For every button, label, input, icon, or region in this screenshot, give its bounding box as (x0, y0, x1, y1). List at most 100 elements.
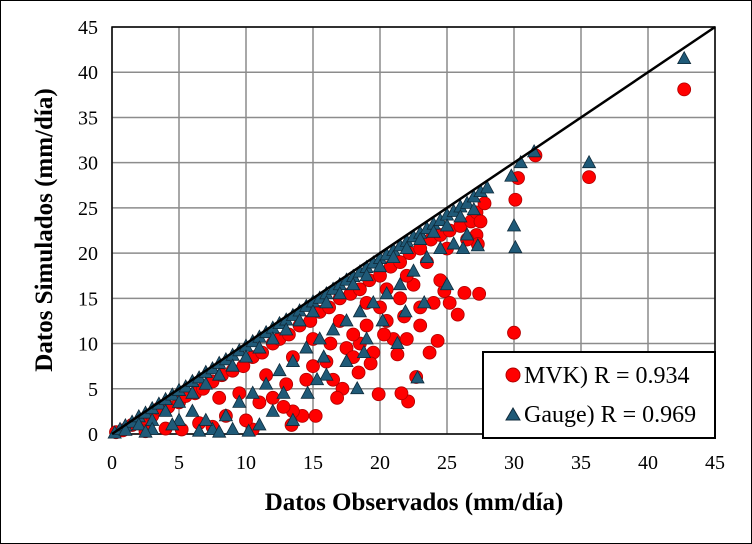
y-tick-label: 30 (78, 153, 98, 175)
data-point-gauge (258, 376, 274, 390)
data-point-gauge (171, 412, 187, 426)
data-point-gauge (392, 276, 408, 291)
x-tick-label: 0 (107, 452, 117, 474)
data-point-gauge (316, 349, 331, 363)
data-point-gauge (232, 394, 247, 408)
x-tick-label: 20 (370, 452, 390, 474)
data-point-gauge (375, 313, 390, 327)
data-point-gauge (198, 376, 213, 390)
data-point-gauge (386, 249, 401, 264)
data-point-gauge (359, 331, 374, 345)
y-axis-ticks: 0 5 10 15 20 25 30 35 40 45 (78, 17, 98, 446)
x-axis-ticks: 0 5 10 15 20 25 30 35 40 45 (107, 452, 725, 474)
data-point-gauge (285, 353, 301, 368)
data-point-gauge (138, 424, 153, 438)
y-tick-label: 0 (88, 424, 98, 446)
data-point-gauge (581, 154, 597, 169)
data-point-gauge (433, 240, 448, 254)
data-point-gauge (453, 209, 468, 223)
data-point-gauge (158, 403, 173, 417)
data-point-gauge (508, 239, 523, 254)
data-point-gauge (413, 231, 428, 245)
one-to-one-line (111, 25, 716, 436)
data-point-gauge (379, 285, 394, 300)
y-tick-label: 15 (78, 288, 98, 310)
data-point-gauge (319, 295, 334, 309)
data-point-gauge (677, 50, 692, 65)
data-point-mvk (346, 327, 361, 342)
data-point-gauge (299, 340, 314, 354)
data-point-gauge (339, 353, 354, 368)
x-tick-label: 45 (705, 452, 725, 474)
legend-gauge-label: Gauge) R = 0.969 (524, 402, 696, 428)
data-point-gauge (399, 240, 414, 254)
data-point-gauge (455, 240, 471, 254)
data-point-gauge (480, 180, 495, 194)
y-tick-label: 40 (78, 62, 98, 84)
data-point-mvk (399, 332, 414, 346)
data-point-gauge (506, 218, 522, 232)
data-point-gauge (459, 227, 475, 241)
x-tick-label: 5 (174, 452, 184, 474)
data-point-gauge (339, 313, 354, 327)
data-point-gauge (446, 236, 461, 250)
data-point-gauge (325, 322, 341, 336)
data-point-gauge (352, 304, 368, 318)
data-point-gauge (356, 344, 372, 359)
data-point-mvk (582, 170, 596, 185)
x-axis-title: Datos Observados (mm/día) (265, 489, 564, 516)
data-point-gauge (212, 367, 227, 381)
data-point-gauge (426, 224, 441, 238)
data-point-gauge (185, 385, 200, 399)
y-tick-label: 20 (78, 243, 98, 265)
data-point-mvk (422, 345, 437, 360)
legend-mvk-marker (505, 367, 521, 383)
y-tick-label: 10 (78, 334, 98, 356)
y-tick-label: 5 (88, 379, 98, 401)
data-point-gauge (417, 295, 432, 309)
data-point-gauge (504, 168, 519, 182)
data-point-gauge (171, 394, 187, 408)
plot-area (111, 26, 716, 435)
data-point-gauge (292, 313, 307, 327)
data-point-gauge (319, 367, 334, 381)
data-point-gauge (410, 370, 425, 384)
data-point-mvk (450, 307, 465, 322)
x-tick-label: 35 (571, 452, 591, 474)
data-point-gauge (466, 201, 481, 216)
data-point-gauge (252, 340, 267, 354)
legend: MVK) R = 0.934 Gauge) R = 0.969 (482, 351, 716, 439)
data-point-gauge (300, 385, 315, 399)
data-point-gauge (212, 424, 227, 438)
data-point-gauge (118, 422, 133, 436)
data-point-mvk (442, 295, 457, 310)
data-point-gauge (359, 267, 374, 282)
data-point-mvk (363, 356, 378, 371)
data-point-mvk (371, 387, 386, 402)
data-point-mvk (430, 333, 445, 348)
data-point-mvk (413, 318, 428, 333)
y-tick-label: 45 (78, 17, 98, 39)
data-point-mvk (279, 377, 294, 392)
data-point-mvk (477, 196, 492, 211)
data-point-mvk (508, 192, 523, 207)
data-point-gauge (225, 358, 240, 372)
x-tick-label: 10 (236, 452, 256, 474)
data-point-mvk (377, 327, 391, 342)
legend-box (482, 351, 716, 439)
data-point-gauge (241, 423, 256, 437)
data-point-mvk (276, 399, 291, 414)
legend-gauge-marker (505, 407, 521, 421)
x-tick-label: 40 (638, 452, 658, 474)
data-point-gauge (165, 417, 180, 431)
data-point-gauge (198, 412, 213, 426)
data-point-gauge (439, 218, 455, 232)
data-point-gauge (285, 412, 301, 426)
data-point-gauge (218, 408, 234, 422)
data-point-gauge (406, 263, 421, 277)
y-tick-label: 35 (78, 107, 98, 129)
data-point-gauge (279, 322, 294, 336)
data-point-gauge (272, 362, 287, 377)
data-point-mvk (330, 390, 345, 405)
